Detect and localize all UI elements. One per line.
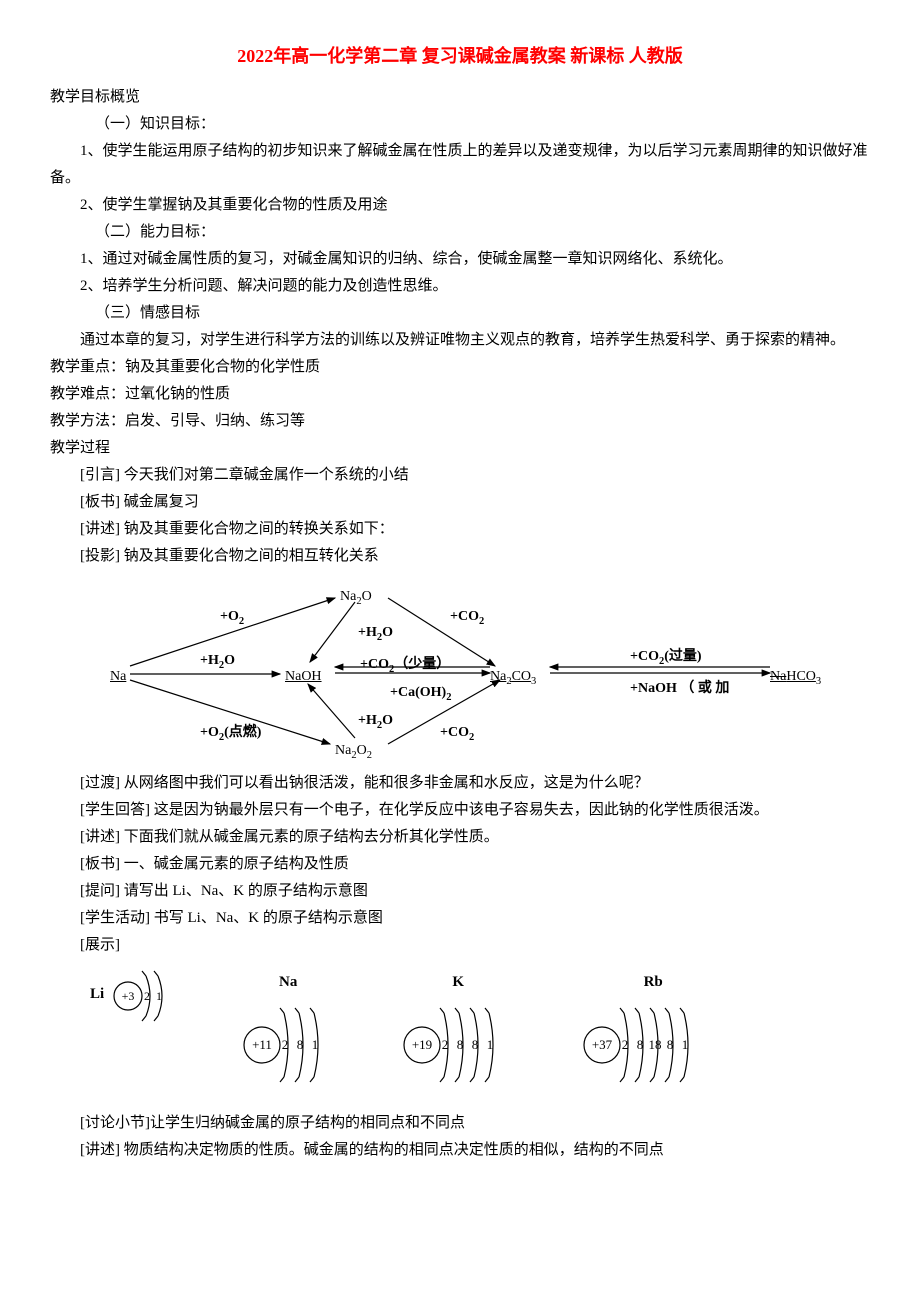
goal3-1: 通过本章的复习，对学生进行科学方法的训练以及辨证唯物主义观点的教育，培养学生热爱… [50,327,870,354]
atom-li: Li +3 21 [90,969,178,1023]
svg-text:+19: +19 [412,1037,432,1052]
svg-text:18: 18 [649,1037,662,1052]
atom-na-symbol: Na [279,969,297,996]
project: [投影] 钠及其重要化合物之间的相互转化关系 [50,543,870,570]
method: 教学方法：启发、引导、归纳、练习等 [50,408,870,435]
atom-structure-row: Li +321 Na +11281 K +192881 Rb +37281881 [90,969,870,1090]
goal2-1: 1、通过对碱金属性质的复习，对碱金属知识的归纳、综合，使碱金属整一章知识网络化、… [50,246,870,273]
diagram-edge-label: +H2O [200,648,235,676]
goal1-2: 2、使学生掌握钠及其重要化合物的性质及用途 [50,192,870,219]
diagram-edge-label: +O2(点燃) [200,720,261,748]
svg-text:8: 8 [472,1037,479,1052]
svg-text:1: 1 [682,1037,689,1052]
lecture1: [讲述] 钠及其重要化合物之间的转换关系如下： [50,516,870,543]
page-title: 2022年高一化学第二章 复习课碱金属教案 新课标 人教版 [50,40,870,72]
show: [展示] [50,932,870,959]
board2: [板书] 一、碱金属元素的原子结构及性质 [50,851,870,878]
svg-text:8: 8 [667,1037,674,1052]
board: [板书] 碱金属复习 [50,489,870,516]
svg-text:1: 1 [312,1037,319,1052]
question: [提问] 请写出 Li、Na、K 的原子结构示意图 [50,878,870,905]
diagram-edge-label: +CO2 [440,720,474,748]
diagram-node-na2o: Na2O [340,584,372,612]
svg-text:+37: +37 [592,1037,613,1052]
diagram-node-na2co3: Na2CO3 [490,664,536,692]
difficulty: 教学难点：过氧化钠的性质 [50,381,870,408]
transition: [过渡] 从网络图中我们可以看出钠很活泼，能和很多非金属和水反应，这是为什么呢？ [50,770,870,797]
atom-k: K +192881 [398,969,518,1090]
diagram-edge-label: +CO2(过量) [630,644,702,672]
diagram-edge-label: +NaOH （ 或 加 [630,676,729,701]
atom-k-symbol: K [452,969,464,996]
lecture2: [讲述] 下面我们就从碱金属元素的原子结构去分析其化学性质。 [50,824,870,851]
focus: 教学重点：钠及其重要化合物的化学性质 [50,354,870,381]
svg-text:2: 2 [282,1037,289,1052]
lecture3: [讲述] 物质结构决定物质的性质。碱金属的结构的相同点决定性质的相似，结构的不同… [50,1137,870,1164]
conversion-diagram: NaNa2ONaOHNa2O2Na2CO3NaHCO3+O2+H2O+CO2+H… [90,580,870,760]
diagram-edge-label: +CO2（少量） [360,652,450,680]
diagram-node-na2o2: Na2O2 [335,738,372,766]
activity: [学生活动] 书写 Li、Na、K 的原子结构示意图 [50,905,870,932]
goals-header: 教学目标概览 [50,84,870,111]
goal1-header: （一）知识目标： [50,111,870,138]
answer: [学生回答] 这是因为钠最外层只有一个电子，在化学反应中该电子容易失去，因此钠的… [50,797,870,824]
diagram-node-nahco3: NaHCO3 [770,664,821,692]
svg-text:+3: +3 [122,989,135,1003]
goal3-header: （三）情感目标 [50,300,870,327]
diagram-edge-label: +H2O [358,620,393,648]
svg-text:2: 2 [144,989,150,1003]
diagram-edge-label: +O2 [220,604,244,632]
diagram-node-na: Na [110,664,126,689]
diagram-node-naoh: NaOH [285,664,322,689]
svg-text:8: 8 [297,1037,304,1052]
diagram-edge-label: +H2O [358,708,393,736]
diagram-edge-label: +Ca(OH)2 [390,680,451,708]
svg-text:+11: +11 [252,1037,272,1052]
svg-text:2: 2 [622,1037,629,1052]
atom-rb-symbol: Rb [644,969,663,996]
svg-text:2: 2 [442,1037,449,1052]
discuss: [讨论小节]让学生归纳碱金属的原子结构的相同点和不同点 [50,1110,870,1137]
svg-text:8: 8 [457,1037,464,1052]
diagram-edge-label: +CO2 [450,604,484,632]
svg-text:8: 8 [637,1037,644,1052]
goal1-1: 1、使学生能运用原子结构的初步知识来了解碱金属在性质上的差异以及递变规律，为以后… [50,138,870,192]
goal2-header: （二）能力目标： [50,219,870,246]
intro: [引言] 今天我们对第二章碱金属作一个系统的小结 [50,462,870,489]
atom-na: Na +11 281 [238,969,338,1090]
svg-text:1: 1 [156,989,162,1003]
process: 教学过程 [50,435,870,462]
svg-text:1: 1 [487,1037,494,1052]
atom-li-symbol: Li [90,981,104,1008]
goal2-2: 2、培养学生分析问题、解决问题的能力及创造性思维。 [50,273,870,300]
atom-rb: Rb +37281881 [578,969,728,1090]
